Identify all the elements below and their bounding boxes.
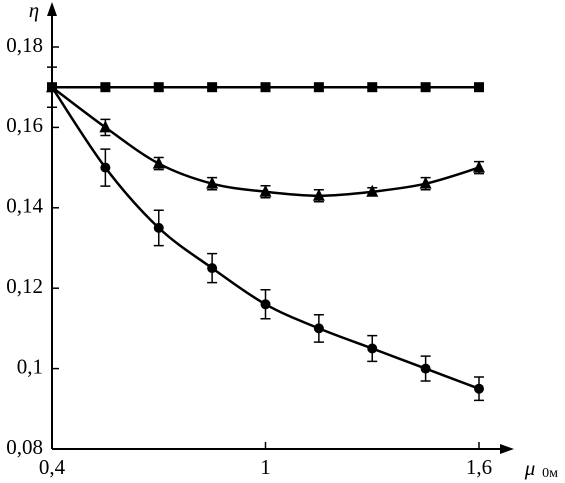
x-tick-label: 1 [260,455,271,479]
y-tick-label: 0,16 [6,113,43,137]
triangle-marker [473,160,485,173]
triangle-marker [312,188,325,201]
y-tick-label: 0,1 [17,354,43,378]
y-tick-label: 0,08 [6,435,43,459]
circle-marker [313,323,324,334]
y-tick-label: 0,14 [6,194,43,218]
circle-marker [420,363,431,374]
square-marker [100,82,111,93]
x-axis-label: μ [524,456,536,480]
circle-marker [47,82,57,93]
series-line [50,86,480,390]
circle-marker [100,162,111,173]
circle-marker [474,383,484,394]
circle-marker [260,299,271,310]
x-arrow [500,444,514,454]
y-axis-label: η [29,0,39,22]
triangle-marker [259,184,272,197]
square-marker [153,82,164,93]
square-marker [474,82,484,93]
x-tick-label: 1,6 [466,455,492,479]
square-marker [313,82,324,93]
circle-marker [153,222,164,233]
square-marker [260,82,271,93]
x-tick-label: 0,4 [39,455,66,479]
square-marker [207,82,218,93]
y-tick-label: 0,12 [6,274,43,298]
triangle-marker [152,156,165,169]
circle-marker [367,343,378,354]
x-axis-label-sub: 0м [542,466,558,481]
triangle-marker [206,176,219,189]
square-marker [367,82,378,93]
triangle-marker [419,176,432,189]
square-marker [420,82,431,93]
y-tick-label: 0,18 [6,33,43,57]
triangle-marker [366,184,379,197]
triangle-marker [99,120,112,133]
y-arrow [47,2,57,16]
circle-marker [207,263,218,274]
